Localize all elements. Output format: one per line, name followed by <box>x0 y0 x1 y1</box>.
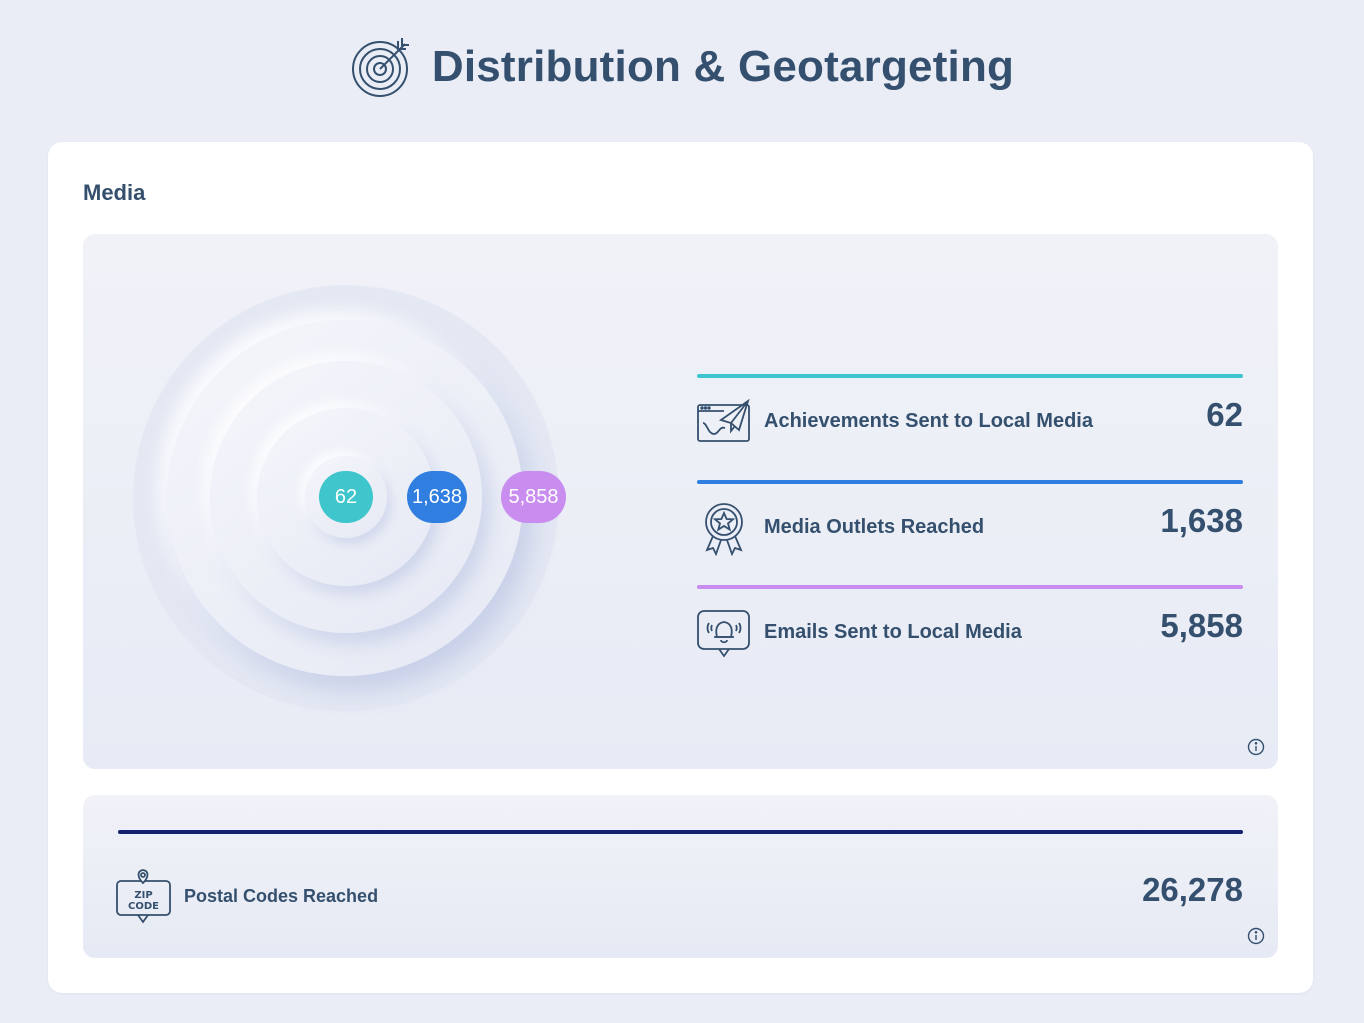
stat-bar <box>118 830 1243 834</box>
media-card: Media 62 1,638 5,858 Achievements Sent t… <box>48 142 1313 993</box>
info-icon[interactable] <box>1247 927 1265 945</box>
stat-bar <box>697 480 1243 484</box>
stat-bar <box>697 374 1243 378</box>
target-icon <box>351 38 409 97</box>
page-title: Distribution & Geotargeting <box>431 42 1015 91</box>
info-icon[interactable] <box>1247 738 1265 756</box>
stat-label: Achievements Sent to Local Media <box>764 410 1093 432</box>
stat-outlets: Media Outlets Reached 1,638 <box>697 480 1243 570</box>
zip-code-icon: ZIP CODE <box>116 869 171 924</box>
media-panel: 62 1,638 5,858 Achievements Sent to Loca… <box>83 234 1278 769</box>
stat-value: 62 <box>1206 396 1243 433</box>
postal-panel: ZIP CODE Postal Codes Reached 26,278 <box>83 795 1278 958</box>
paper-plane-browser-icon <box>697 398 750 442</box>
stat-label: Media Outlets Reached <box>764 516 985 538</box>
achievements-bubble: 62 <box>319 471 373 523</box>
stat-bar <box>697 585 1243 589</box>
zip-code-icon-text: ZIP <box>134 890 152 901</box>
notification-bell-icon <box>697 610 750 658</box>
page-header: Distribution & Geotargeting <box>0 34 1364 100</box>
postal-label: Postal Codes Reached <box>184 886 379 906</box>
stat-emails: Emails Sent to Local Media 5,858 <box>697 585 1243 675</box>
stat-achievements: Achievements Sent to Local Media 62 <box>697 374 1243 464</box>
section-title: Media <box>83 180 146 205</box>
zip-code-icon-text: CODE <box>128 901 159 912</box>
emails-bubble: 5,858 <box>501 471 566 523</box>
award-badge-icon <box>705 503 743 556</box>
outlets-bubble: 1,638 <box>407 471 467 523</box>
postal-value: 26,278 <box>1142 871 1243 908</box>
stat-value: 1,638 <box>1160 502 1243 539</box>
stat-value: 5,858 <box>1160 607 1243 644</box>
stat-label: Emails Sent to Local Media <box>764 621 1022 643</box>
